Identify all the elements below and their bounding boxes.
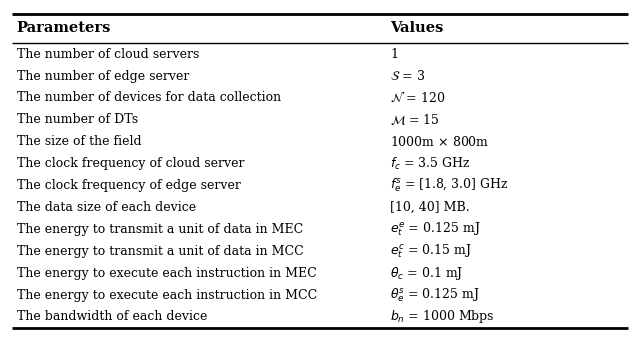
Text: $e_t^e$ = 0.125 mJ: $e_t^e$ = 0.125 mJ (390, 221, 481, 238)
Text: The number of DTs: The number of DTs (17, 113, 138, 126)
Text: $f_c$ = 3.5 GHz: $f_c$ = 3.5 GHz (390, 155, 471, 172)
Text: The energy to execute each instruction in MEC: The energy to execute each instruction i… (17, 267, 316, 280)
Text: The data size of each device: The data size of each device (17, 201, 196, 214)
Text: $e_t^c$ = 0.15 mJ: $e_t^c$ = 0.15 mJ (390, 242, 472, 260)
Text: The clock frequency of cloud server: The clock frequency of cloud server (17, 157, 244, 170)
Text: [10, 40] MB.: [10, 40] MB. (390, 201, 470, 214)
Text: $\theta_e^s$ = 0.125 mJ: $\theta_e^s$ = 0.125 mJ (390, 286, 481, 304)
Text: $\mathcal{N}$ = 120: $\mathcal{N}$ = 120 (390, 91, 446, 105)
Text: The number of edge server: The number of edge server (17, 70, 189, 82)
Text: The clock frequency of edge server: The clock frequency of edge server (17, 179, 241, 192)
Text: $\mathcal{M}$ = 15: $\mathcal{M}$ = 15 (390, 112, 440, 127)
Text: The number of devices for data collection: The number of devices for data collectio… (17, 92, 281, 104)
Text: The size of the field: The size of the field (17, 135, 141, 148)
Text: The energy to transmit a unit of data in MEC: The energy to transmit a unit of data in… (17, 223, 303, 236)
Text: $f_e^s$ = [1.8, 3.0] GHz: $f_e^s$ = [1.8, 3.0] GHz (390, 177, 509, 194)
Text: The energy to transmit a unit of data in MCC: The energy to transmit a unit of data in… (17, 245, 303, 258)
Text: The bandwidth of each device: The bandwidth of each device (17, 310, 207, 323)
Text: Parameters: Parameters (17, 21, 111, 35)
Text: The number of cloud servers: The number of cloud servers (17, 48, 199, 61)
Text: The energy to execute each instruction in MCC: The energy to execute each instruction i… (17, 289, 317, 301)
Text: 1: 1 (390, 48, 398, 61)
Text: $\mathcal{S}$ = 3: $\mathcal{S}$ = 3 (390, 69, 426, 83)
Text: $\theta_c$ = 0.1 mJ: $\theta_c$ = 0.1 mJ (390, 265, 464, 282)
Text: 1000m $\times$ 800m: 1000m $\times$ 800m (390, 135, 490, 149)
Text: $b_n$ = 1000 Mbps: $b_n$ = 1000 Mbps (390, 308, 495, 325)
Text: Values: Values (390, 21, 444, 35)
